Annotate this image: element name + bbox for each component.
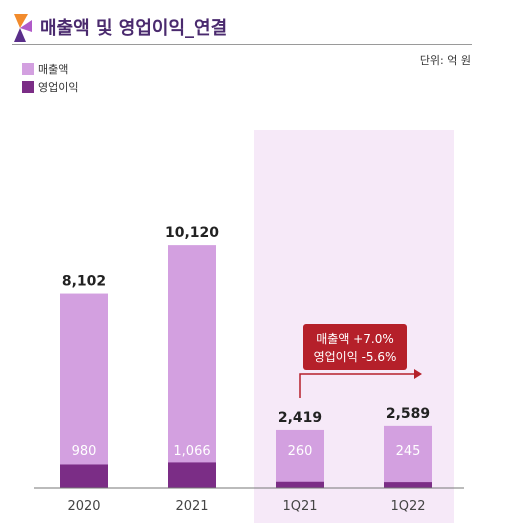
bar-operating-income-2020 bbox=[60, 464, 108, 488]
bar-revenue-1q22 bbox=[384, 425, 432, 488]
page-title: 매출액 및 영업이익_연결 bbox=[40, 18, 228, 39]
title-divider bbox=[12, 44, 472, 45]
bar-operating-income-2021 bbox=[168, 462, 216, 488]
data-label-operating-income-1q21: 260 bbox=[288, 444, 313, 459]
bar-revenue-1q21 bbox=[276, 429, 324, 488]
callout-arrow-line bbox=[299, 373, 414, 398]
data-label-revenue-1q22: 2,589 bbox=[386, 406, 430, 422]
data-label-operating-income-2020: 980 bbox=[72, 444, 97, 459]
data-label-operating-income-1q22: 245 bbox=[396, 444, 421, 459]
data-label-revenue-2020: 8,102 bbox=[62, 274, 106, 290]
bar-operating-income-1q22 bbox=[384, 482, 432, 488]
callout-arrow-head bbox=[414, 369, 422, 379]
data-label-revenue-1q21: 2,419 bbox=[278, 410, 322, 426]
bar-revenue-2021 bbox=[168, 245, 216, 488]
legend-swatch-operating-income bbox=[22, 81, 34, 93]
tick-label-1q22: 1Q22 bbox=[390, 499, 425, 514]
data-label-operating-income-2021: 1,066 bbox=[173, 444, 210, 459]
legend-label-revenue: 매출액 bbox=[38, 63, 69, 76]
chart-header: 매출액 및 영업이익_연결 bbox=[12, 8, 474, 48]
legend-label-operating-income: 영업이익 bbox=[38, 81, 79, 94]
tick-label-1q21: 1Q21 bbox=[282, 499, 317, 514]
bar-operating-income-1q21 bbox=[276, 481, 324, 488]
callout-text-revenue: 매출액 +7.0% bbox=[316, 332, 393, 346]
tick-label-2021: 2021 bbox=[175, 499, 208, 514]
legend-item-revenue: 매출액 bbox=[22, 60, 78, 78]
legend: 매출액 영업이익 bbox=[22, 60, 78, 96]
unit-label: 단위: 억 원 bbox=[419, 54, 471, 67]
legend-swatch-revenue bbox=[22, 63, 34, 75]
tick-label-2020: 2020 bbox=[67, 499, 100, 514]
data-label-revenue-2021: 10,120 bbox=[165, 225, 219, 241]
bar-revenue-2020 bbox=[60, 293, 108, 488]
callout-text-operating-income: 영업이익 -5.6% bbox=[314, 350, 397, 364]
ribbon-logo-icon bbox=[14, 14, 32, 42]
legend-item-operating-income: 영업이익 bbox=[22, 78, 78, 96]
callout-box bbox=[303, 324, 407, 370]
